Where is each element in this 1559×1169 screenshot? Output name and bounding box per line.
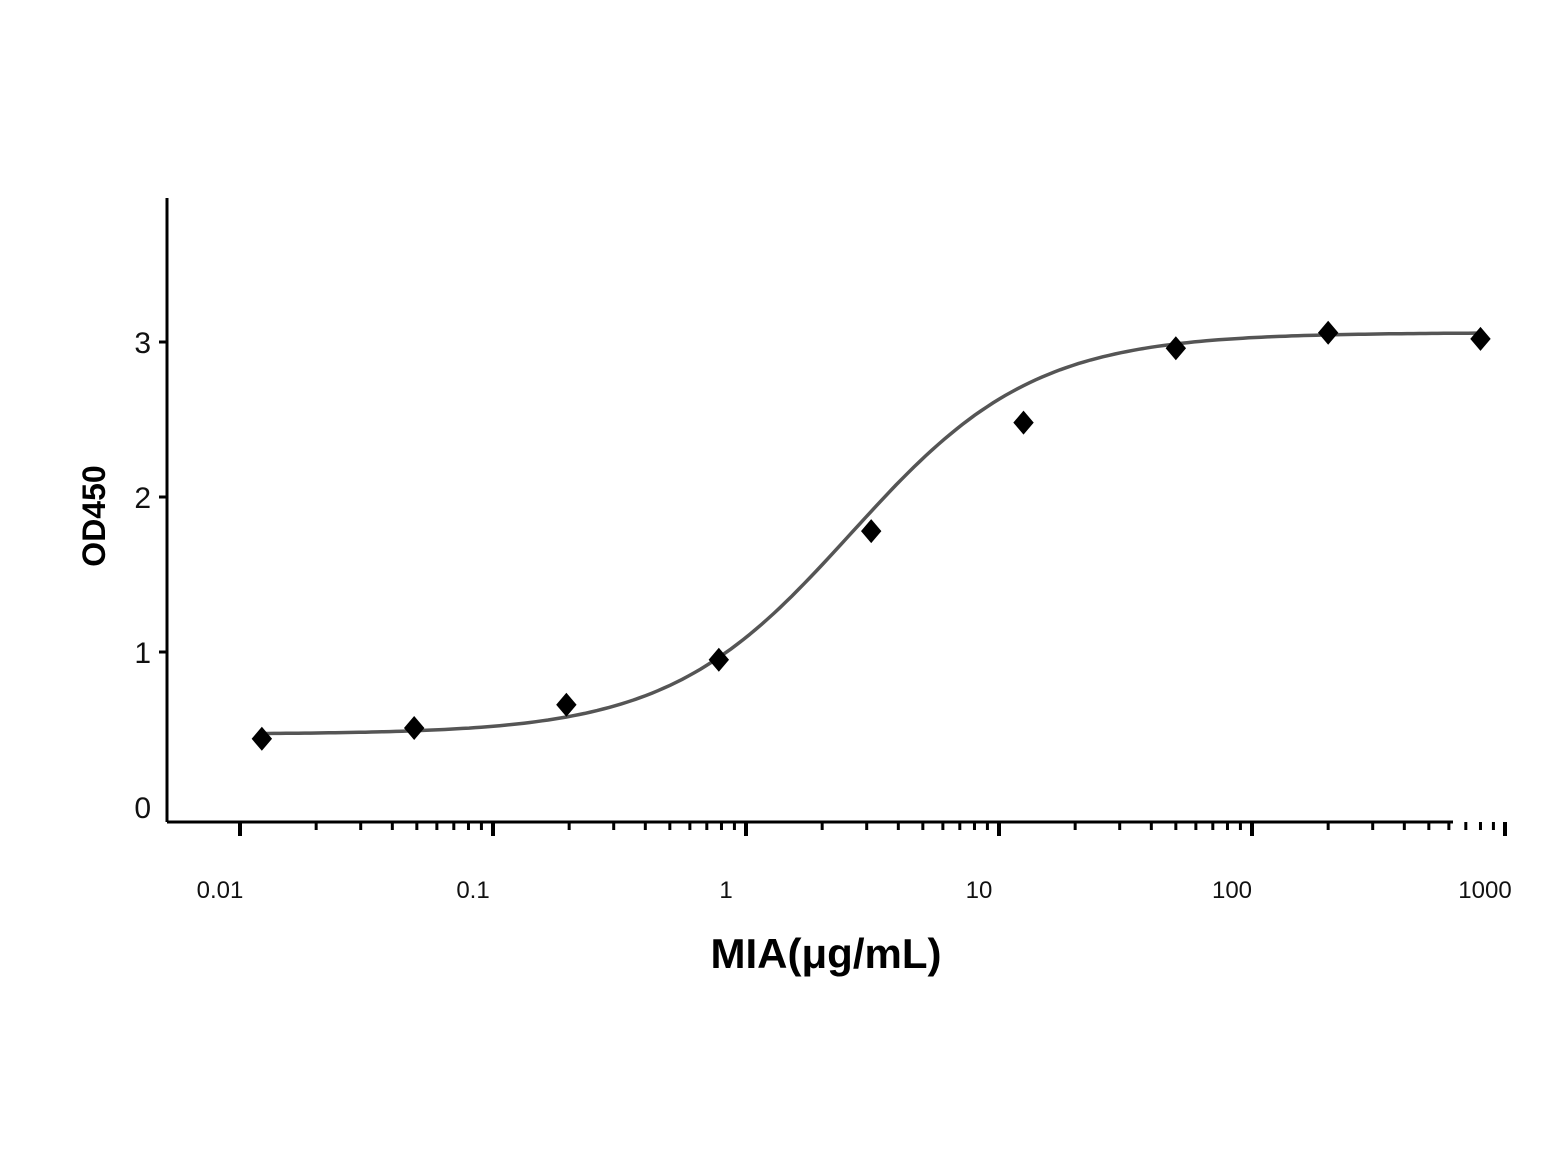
- fit-curve-layer: [261, 331, 1481, 736]
- y-tick-label: 2: [134, 482, 151, 515]
- x-axis-label: MIA(μg/mL): [711, 930, 942, 977]
- data-point: [1165, 336, 1187, 361]
- data-points-layer: [251, 320, 1491, 751]
- data-point: [251, 726, 273, 751]
- x-tick-label: 100: [1212, 877, 1252, 904]
- data-point: [1317, 320, 1339, 345]
- y-tick-label: 3: [134, 327, 151, 360]
- y-axis-label: OD450: [76, 465, 112, 566]
- x-tick-label: 0.01: [197, 877, 244, 904]
- data-point: [556, 692, 577, 717]
- y-tick-label: 0: [134, 792, 151, 825]
- data-point: [1013, 410, 1034, 435]
- data-point: [403, 715, 425, 740]
- data-point: [708, 647, 730, 672]
- x-tick-label: 10: [966, 877, 993, 904]
- x-tick-label: 0.1: [456, 877, 489, 904]
- axes: 0 1 2 3 0.01 0.1 1 10 100 1000: [134, 198, 1512, 904]
- x-tick-label: 1: [719, 877, 732, 904]
- data-point: [860, 519, 882, 544]
- y-tick-label: 1: [134, 637, 151, 670]
- data-point: [1470, 326, 1491, 351]
- x-tick-label: 1000: [1458, 877, 1511, 904]
- fit-curve: [261, 331, 1481, 736]
